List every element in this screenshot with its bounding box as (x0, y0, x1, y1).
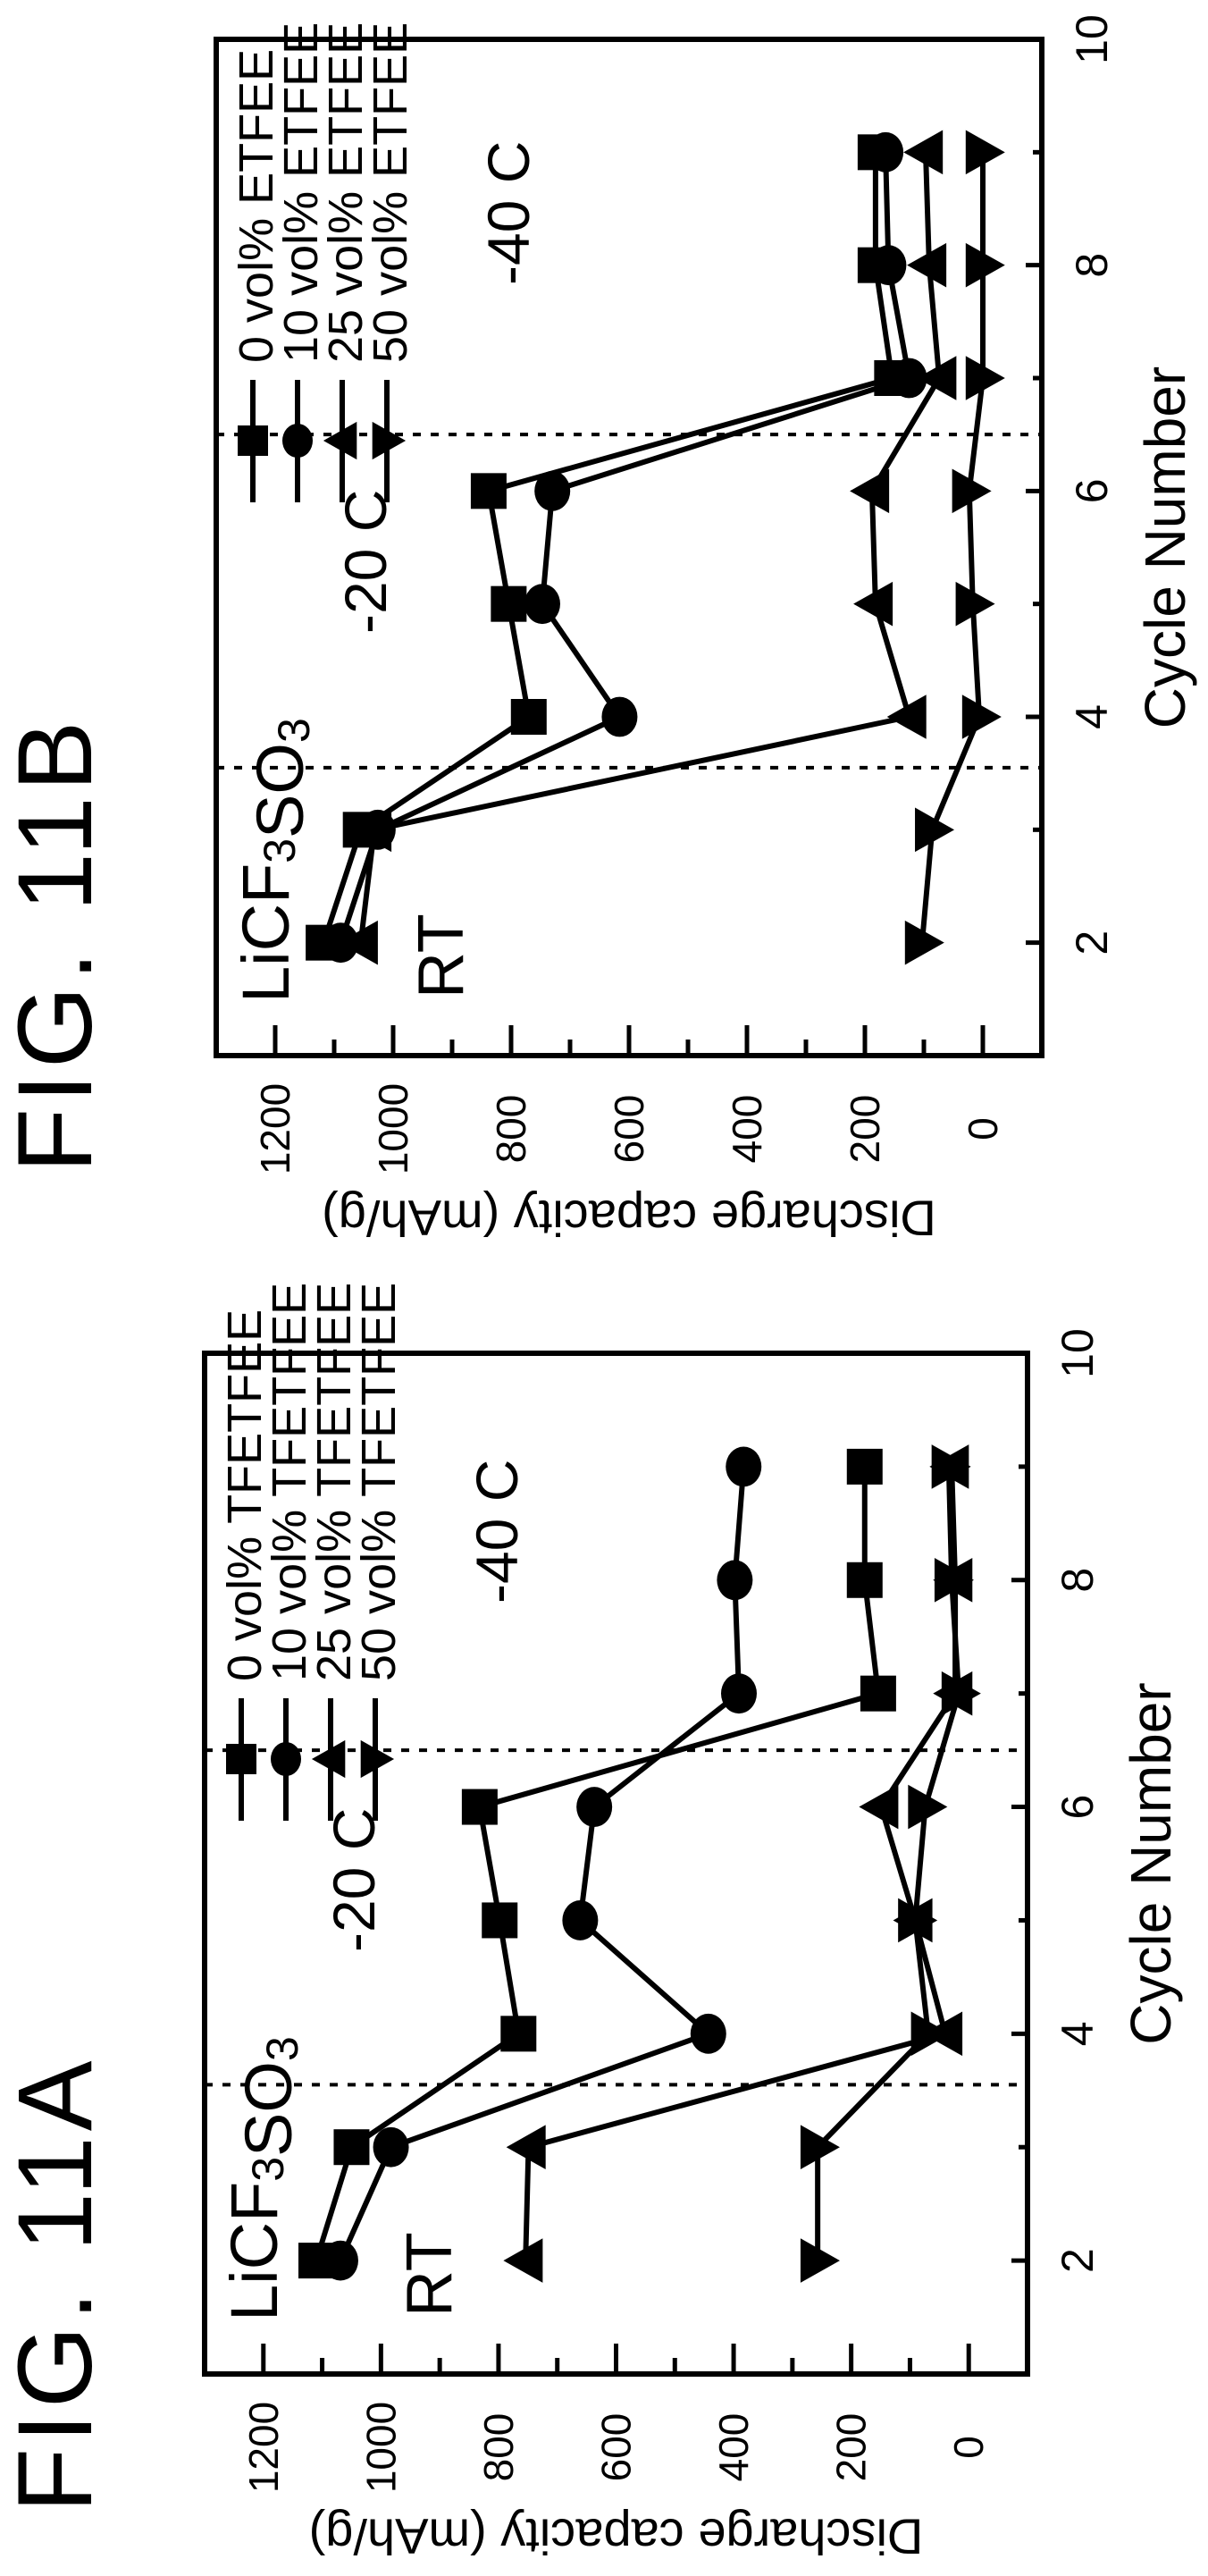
data-point-circle (691, 2014, 726, 2054)
data-point-square (511, 699, 547, 735)
figure-title: FIG. 11B (0, 716, 114, 1173)
legend-marker-circle (271, 1742, 301, 1776)
legend: 0 vol% ETFEE10 vol% ETFEE25 vol% ETFEE50… (230, 22, 417, 502)
capacity-tick-label: 400 (724, 1095, 770, 1164)
legend: 0 vol% TFETFEE10 vol% TFETFEE25 vol% TFE… (218, 1283, 406, 1821)
cycle-tick-label: 8 (1067, 253, 1117, 278)
data-point-triangle-down (911, 2012, 951, 2057)
capacity-tick-label: 600 (606, 1095, 652, 1164)
minus-20c-label: -20 C (321, 1808, 387, 1952)
patent-figure-11: FIG. 11A 0 200 400 600 800 1000 1200 Discharge c… (0, 0, 1208, 2576)
cycle-tick-label: 10 (1053, 1328, 1103, 1378)
series-line (361, 152, 939, 942)
data-point-circle (562, 1900, 598, 1940)
capacity-tick-label: 1000 (370, 1083, 416, 1174)
capacity-axis-label: Discharge capacity (mAh/g) (309, 2509, 924, 2565)
series-line (340, 152, 909, 942)
capacity-tick-label: 600 (593, 2413, 640, 2482)
salt-label: LiCF3SO3 (229, 718, 320, 1003)
salt-label-part: LiCF (217, 2182, 291, 2321)
capacity-tick-label: 1000 (357, 2402, 404, 2493)
series-3 (905, 130, 1005, 965)
cycle-axis-label: Cycle Number (1133, 366, 1197, 728)
capacity-tick-label: 400 (710, 2413, 757, 2482)
data-point-circle (726, 1446, 761, 1486)
data-point-triangle-up (859, 1785, 898, 1830)
data-point-square (500, 2016, 536, 2051)
salt-label-part: SO (231, 2061, 306, 2157)
cycle-tick-label: 6 (1067, 478, 1117, 503)
capacity-tick-label: 0 (960, 1117, 1006, 1141)
minus-20c-label: -20 C (332, 490, 398, 634)
data-point-circle (576, 1787, 612, 1827)
legend-entry-label: 50 vol% TFETFEE (352, 1283, 406, 1681)
data-point-square (333, 2129, 369, 2165)
data-point-triangle-up (503, 2238, 542, 2283)
data-point-circle (323, 2241, 358, 2281)
cycle-tick-label: 6 (1053, 1795, 1103, 1820)
data-point-square (491, 586, 526, 622)
legend-marker-square (226, 1744, 256, 1774)
capacity-tick-label: 200 (828, 2413, 875, 2482)
data-point-circle (721, 1673, 757, 1713)
data-point-square (847, 1562, 883, 1598)
cycle-axis-label: Cycle Number (1119, 1682, 1183, 2044)
data-point-triangle-up (903, 130, 943, 175)
data-point-circle (373, 2127, 409, 2168)
figure-title: FIG. 11A (0, 2056, 114, 2513)
legend-marker-circle (282, 424, 313, 458)
data-point-triangle-down (915, 808, 954, 853)
salt-label: LiCF3SO3 (217, 2036, 308, 2321)
salt-label-part: LiCF (229, 863, 303, 1003)
capacity-tick-label: 800 (488, 1095, 534, 1164)
data-point-triangle-down (962, 695, 1002, 739)
salt-label-part: SO (243, 743, 317, 838)
data-point-circle (870, 245, 906, 285)
room-temperature-label: RT (394, 2232, 466, 2317)
cycle-tick-label: 2 (1053, 2248, 1103, 2273)
series-3 (801, 1444, 981, 2283)
capacity-axis-label: Discharge capacity (mAh/g) (322, 1191, 936, 1247)
capacity-tick-label: 800 (475, 2413, 522, 2482)
capacity-tick-label: 1200 (252, 1083, 298, 1174)
data-point-circle (717, 1560, 752, 1600)
data-point-square (860, 1676, 896, 1712)
data-point-circle (524, 584, 560, 624)
capacity-tick-label: 0 (945, 2436, 992, 2459)
data-point-circle (534, 471, 570, 511)
cycle-tick-label: 10 (1067, 14, 1117, 64)
subscript: 3 (255, 838, 305, 863)
capacity-tick-label: 1200 (240, 2402, 287, 2493)
subscript: 3 (243, 2157, 293, 2182)
data-point-triangle-up (850, 469, 889, 514)
data-point-square (462, 1789, 498, 1825)
data-point-square (847, 1449, 883, 1485)
data-point-square (482, 1902, 517, 1938)
legend-marker-square (238, 425, 268, 456)
legend-entry-label: 50 vol% ETFEE (364, 22, 417, 363)
data-point-square (471, 473, 507, 509)
room-temperature-label: RT (406, 913, 477, 998)
data-point-circle (868, 132, 903, 173)
subscript: 3 (257, 2036, 307, 2061)
cycle-tick-label: 4 (1053, 2021, 1103, 2046)
chart-11a: FIG. 11A 0 200 400 600 800 1000 1200 Discharge c… (0, 1283, 1183, 2565)
data-point-circle (601, 697, 637, 737)
cycle-tick-label: 4 (1067, 704, 1117, 729)
cycle-tick-label: 2 (1067, 930, 1117, 955)
capacity-tick-label: 200 (842, 1095, 888, 1164)
minus-40c-label: -40 C (464, 1460, 530, 1604)
subscript: 3 (269, 718, 319, 743)
chart-11b: FIG. 11B 0 200 400 600 800 1000 1200 Discharge c… (0, 14, 1197, 1246)
cycle-tick-label: 8 (1053, 1568, 1103, 1593)
minus-40c-label: -40 C (475, 141, 541, 285)
